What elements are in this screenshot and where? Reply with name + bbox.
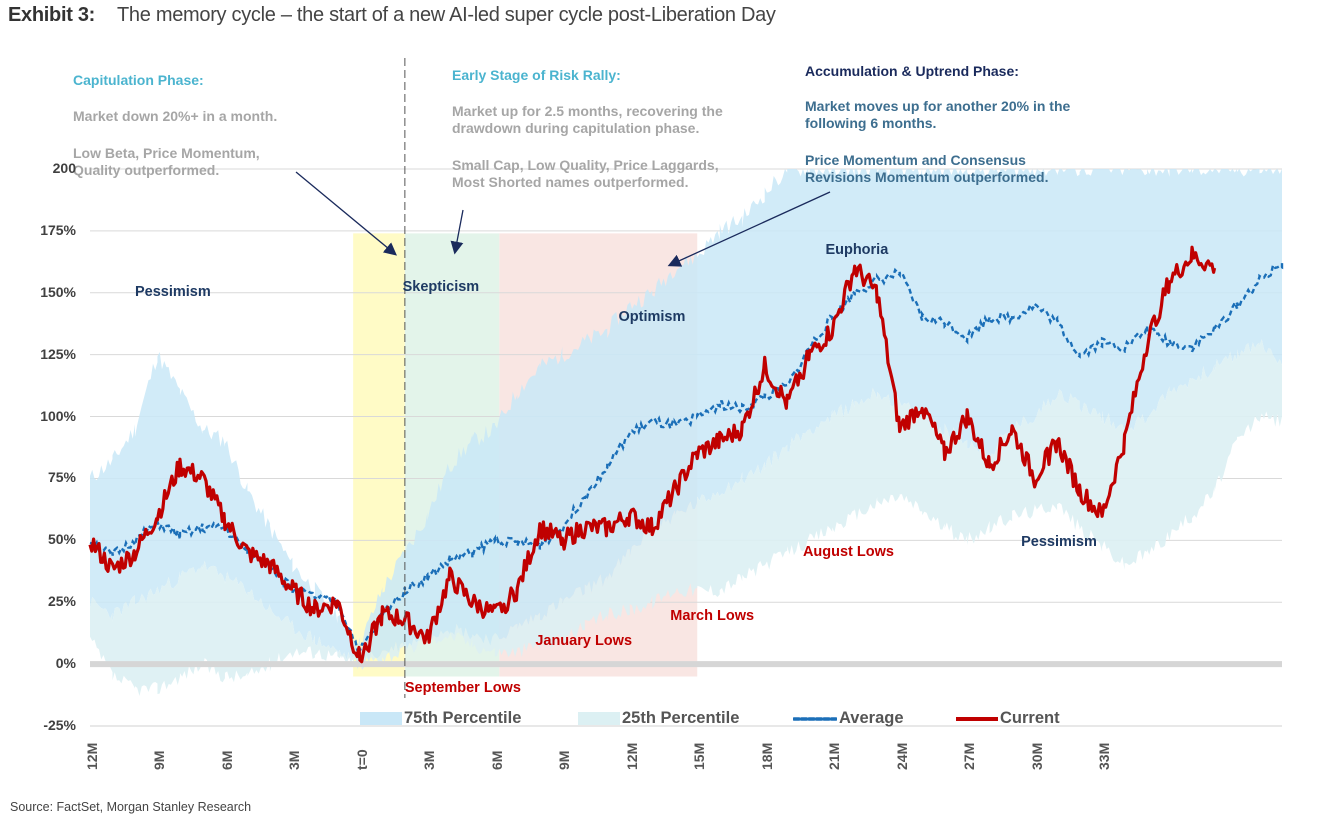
- y-tick-label: 150%: [40, 283, 76, 300]
- y-tick-label: 50%: [47, 531, 76, 548]
- y-tick-label: 125%: [40, 345, 76, 362]
- early-rally-line1a: Market up for 2.5 months, recovering the: [452, 103, 723, 119]
- chart-title: Exhibit 3: The memory cycle – the start o…: [8, 4, 776, 27]
- exhibit-label: Exhibit 3:: [8, 4, 96, 26]
- x-tick-label: t=0: [353, 749, 370, 770]
- x-tick-label: 9M: [556, 750, 573, 770]
- y-tick-label: 175%: [40, 221, 76, 238]
- series-current: [88, 245, 1217, 664]
- phase-label: Optimism: [618, 308, 686, 325]
- phase-label: Euphoria: [825, 241, 889, 258]
- capitulation-line1: Market down 20%+ in a month.: [73, 108, 278, 124]
- legend-swatch-average: [793, 716, 837, 721]
- series-lines: [88, 58, 1284, 698]
- title-text: The memory cycle – the start of a new AI…: [117, 4, 776, 26]
- phase-label: Skepticism: [402, 278, 480, 295]
- x-tick-label: 24M: [893, 742, 910, 770]
- capitulation-line2a: Low Beta, Price Momentum,: [73, 145, 260, 161]
- x-tick-label: 12M: [84, 742, 100, 770]
- band-25th-percentile: [90, 339, 1282, 696]
- accumulation-line1b: following 6 months.: [805, 115, 937, 131]
- source-note: Source: FactSet, Morgan Stanley Research: [10, 800, 252, 814]
- x-tick-label: 33M: [1096, 742, 1113, 770]
- early-rally-arrow: [450, 209, 464, 255]
- x-tick-label: 30M: [1028, 742, 1045, 770]
- y-tick-label: 100%: [40, 407, 76, 424]
- x-tick-label: 9M: [151, 750, 168, 770]
- legend-swatch-p25: [578, 712, 620, 725]
- low-label: August Lows: [802, 543, 894, 560]
- legend-item-current: Current: [956, 709, 1060, 728]
- y-tick-label: 25%: [47, 593, 76, 610]
- x-tick-label: 15M: [691, 742, 708, 770]
- legend-label-p75: 75th Percentile: [404, 709, 522, 727]
- early-rally-line2a: Small Cap, Low Quality, Price Laggards,: [452, 157, 719, 173]
- legend-label-average: Average: [839, 709, 904, 727]
- early-rally-header: Early Stage of Risk Rally:: [452, 67, 621, 83]
- legend-label-p25: 25th Percentile: [622, 709, 740, 727]
- accumulation-line1a: Market moves up for another 20% in the: [805, 98, 1071, 114]
- accumulation-arrow: [667, 191, 831, 267]
- capitulation-arrow: [295, 171, 398, 256]
- low-label: March Lows: [670, 608, 755, 625]
- annotation-arrows: [295, 171, 831, 267]
- y-tick-label: 75%: [47, 469, 76, 486]
- x-tick-label: 18M: [758, 742, 775, 770]
- phase-label: Pessimism: [134, 283, 211, 300]
- zero-line: [90, 661, 1282, 668]
- legend-item-p25: 25th Percentile: [578, 709, 739, 728]
- x-tick-label: 3M: [286, 750, 303, 770]
- legend-label-current: Current: [1000, 709, 1060, 727]
- legend-swatch-current: [956, 716, 998, 721]
- early-rally-line2b: Most Shorted names outperformed.: [452, 174, 689, 190]
- x-tick-label: 6M: [218, 750, 235, 770]
- capitulation-header: Capitulation Phase:: [73, 72, 204, 88]
- legend-item-p75: 75th Percentile: [360, 709, 521, 728]
- y-tick-label: -25%: [43, 717, 76, 733]
- y-tick-label: 200: [52, 160, 76, 176]
- legend-swatch-p75: [360, 712, 402, 725]
- early-rally-line1b: drawdown during capitulation phase.: [452, 120, 700, 136]
- capitulation-line2b: Quality outperformed.: [73, 162, 220, 178]
- accumulation-line2b: Revisions Momentum outperformed.: [805, 169, 1049, 185]
- x-tick-label: 21M: [826, 742, 843, 770]
- accumulation-header: Accumulation & Uptrend Phase:: [805, 63, 1019, 79]
- legend-item-average: Average: [793, 709, 904, 728]
- x-tick-label: 12M: [623, 742, 640, 770]
- x-tick-label: 27M: [961, 742, 978, 770]
- accumulation-line2a: Price Momentum and Consensus: [805, 152, 1026, 168]
- y-tick-label: 0%: [55, 655, 76, 672]
- low-label: January Lows: [535, 632, 633, 649]
- x-tick-label: 6M: [488, 750, 505, 770]
- low-label: September Lows: [404, 679, 521, 696]
- phase-label: Pessimism: [1021, 533, 1097, 550]
- x-tick-label: 3M: [421, 750, 438, 770]
